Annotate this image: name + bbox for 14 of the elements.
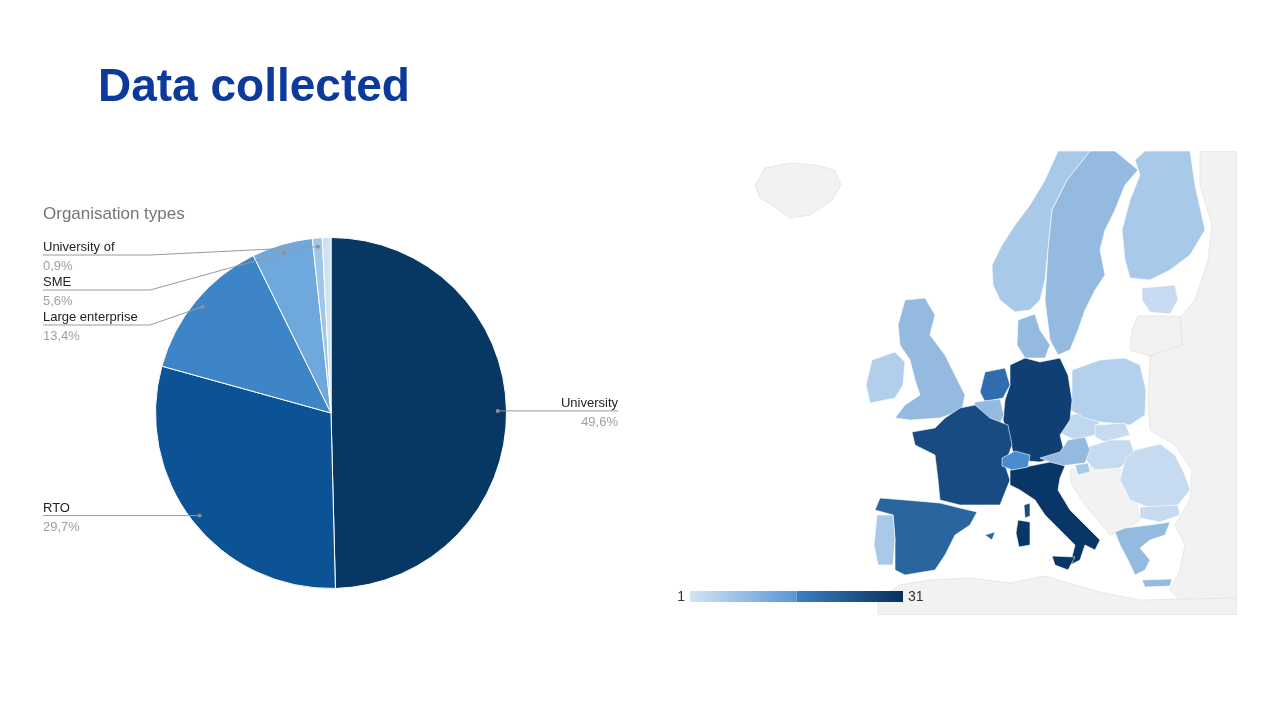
text: 31 [908,588,924,605]
slice-label: University [560,394,619,410]
slice-label: RTO [43,499,70,515]
slice-label: University of [43,239,115,254]
data-label: 0,9% [43,258,74,273]
slice-label: Large enterprise [43,309,138,324]
slice-label: SME [43,274,72,289]
data-label: 49,6% [581,413,619,429]
chart-subtitle: Organisation types [43,204,185,223]
chart-title: Data collected [98,59,410,111]
data-label: 29,7% [43,518,81,534]
text: 1 [677,588,686,605]
data-label: 5,6% [43,293,74,308]
data-label: 13,4% [43,328,81,343]
